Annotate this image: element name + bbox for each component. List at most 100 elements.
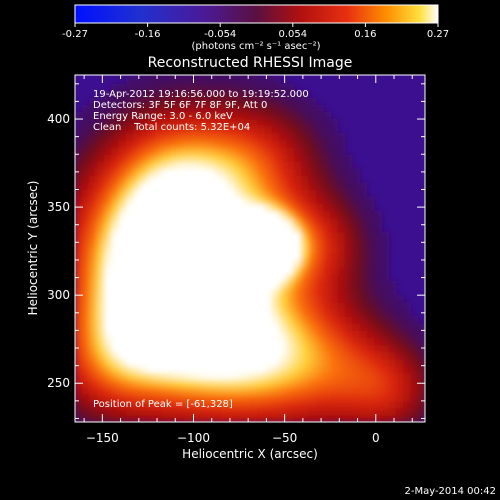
heatmap-cell [264,133,273,141]
heatmap-cell [235,302,244,310]
heatmap-cell [279,365,288,374]
heatmap-cell [177,288,185,296]
heatmap-cell [198,175,207,184]
heatmap-cell [330,351,339,360]
heatmap-cell [169,161,178,169]
heatmap-cell [301,175,309,184]
heatmap-cell [96,245,105,254]
heatmap-cell [140,75,149,78]
heatmap-cell [359,351,368,360]
heatmap-cell [286,414,295,422]
heatmap-cell [162,274,171,282]
heatmap-cell [96,400,105,409]
heatmap-cell [271,372,280,381]
heatmap-cell [293,259,302,268]
heatmap-cell [286,372,295,381]
heatmap-cell [242,196,251,205]
heatmap-cell [250,111,258,120]
heatmap-cell [366,379,375,388]
heatmap-cell [242,203,251,212]
heatmap-cell [118,323,127,332]
heatmap-cell [147,224,156,233]
heatmap-cell [140,365,149,374]
heatmap-cell [147,407,156,416]
heatmap-cell [257,217,266,226]
heatmap-cell [184,414,193,422]
heatmap-cell [155,182,164,191]
heatmap-cell [373,316,382,324]
x-tick-label: −50 [272,431,297,445]
heatmap-cell [322,295,331,303]
heatmap-cell [147,175,156,184]
heatmap-cell [206,111,215,120]
heatmap-cell [96,182,105,191]
heatmap-cell [322,330,331,339]
heatmap-cell [308,175,317,184]
heatmap-cell [96,210,105,219]
heatmap-cell [308,330,317,339]
heatmap-cell [235,309,244,317]
heatmap-cell [352,407,360,416]
heatmap-cell [228,217,237,226]
heatmap-cell [242,231,251,240]
heatmap-cell [381,365,390,374]
heatmap-cell [184,238,193,247]
heatmap-cell [403,372,412,381]
heatmap-cell [271,386,280,395]
heatmap-cell [403,323,412,332]
heatmap-cell [388,407,397,416]
heatmap-cell [359,217,368,226]
heatmap-cell [82,330,91,339]
heatmap-cell [286,316,295,324]
heatmap-cell [184,111,193,120]
heatmap-cell [118,266,127,275]
heatmap-cell [140,309,149,317]
heatmap-cell [257,266,266,275]
heatmap-cell [228,407,237,416]
heatmap-cell [104,344,113,353]
heatmap-cell [257,182,266,191]
heatmap-cell [111,224,120,233]
heatmap-cell [104,302,113,310]
heatmap-cell [96,259,105,268]
heatmap-cell [198,259,207,268]
heatmap-cell [213,140,222,148]
heatmap-cell [89,302,98,310]
heatmap-cell [213,337,222,346]
heatmap-cell [104,175,113,184]
heatmap-cell [388,309,397,317]
heatmap-cell [271,76,280,85]
heatmap-cell [177,358,185,367]
heatmap-cell [147,76,156,85]
heatmap-cell [242,252,251,261]
heatmap-cell [191,274,200,282]
heatmap-cell [89,147,98,155]
heatmap-cell [162,203,171,212]
heatmap-cell [82,238,91,247]
heatmap-cell [89,259,98,268]
heatmap-cell [162,379,171,388]
heatmap-cell [301,379,309,388]
heatmap-cell [147,344,156,353]
heatmap-cell [293,147,302,155]
heatmap-cell [235,119,244,127]
heatmap-cell [286,400,295,409]
heatmap-cell [198,386,207,395]
heatmap-cell [213,175,222,184]
heatmap-cell [133,302,142,310]
heatmap-cell [403,365,412,374]
heatmap-cell [147,386,156,395]
heatmap-cell [191,393,200,402]
heatmap-cell [75,210,83,219]
heatmap-cell [133,111,142,120]
heatmap-cell [198,302,207,310]
heatmap-cell [352,344,360,353]
heatmap-cell [235,126,244,134]
heatmap-cell [293,133,302,141]
heatmap-cell [118,358,127,367]
heatmap-cell [191,407,200,416]
heatmap-cell [330,182,339,191]
heatmap-cell [250,344,258,353]
heatmap-cell [133,140,142,148]
heatmap-cell [235,140,244,148]
